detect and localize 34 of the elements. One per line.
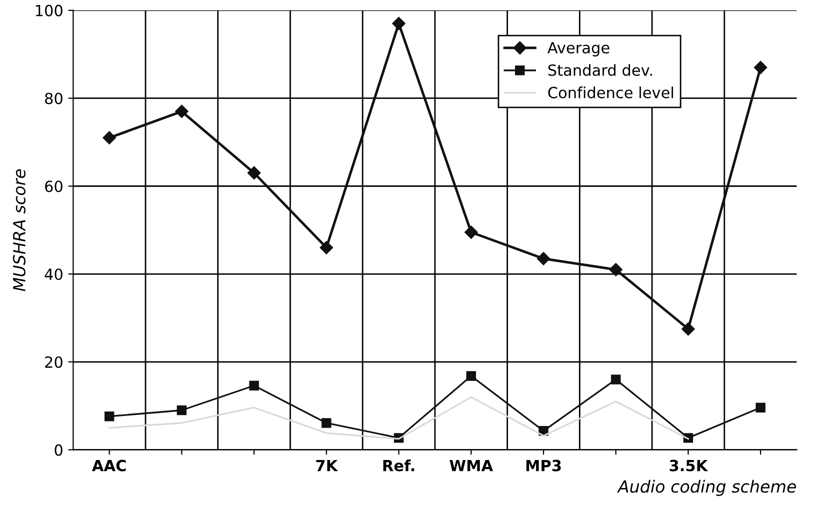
x-tick-label: MP3 [526,460,561,472]
y-axis-title: MUSHRA score [12,169,26,292]
y-tick-label: 60 [45,180,62,192]
point [536,252,550,266]
x-axis-title: Audio coding scheme [617,480,796,496]
point [104,412,114,422]
x-tick-label: WMA [450,460,493,472]
y-tick-label: 0 [54,444,62,456]
point [610,374,621,384]
y-tick-label: 40 [44,268,62,280]
point [466,371,476,381]
point [320,241,334,254]
point [249,380,259,390]
x-tick-label: 3.5K [670,460,708,472]
legend-label: Confidence level [548,86,674,98]
x-tick-label: Ref. [383,460,414,472]
point [754,60,768,74]
legend-label: Average [547,42,610,56]
x-tick-label: 7K [316,460,338,472]
point [247,166,261,180]
y-tick-label: 100 [36,4,62,16]
point [392,16,406,30]
point [176,405,187,416]
point [102,131,116,144]
y-tick-label: 80 [45,92,62,104]
point [322,418,332,428]
point [464,226,478,239]
point [756,402,766,412]
point [682,322,695,336]
point [175,104,188,118]
legend-label: Standard dev. [548,64,652,76]
x-tick-label: AAC [92,460,126,472]
point [609,263,622,276]
y-tick-label: 20 [45,356,62,368]
